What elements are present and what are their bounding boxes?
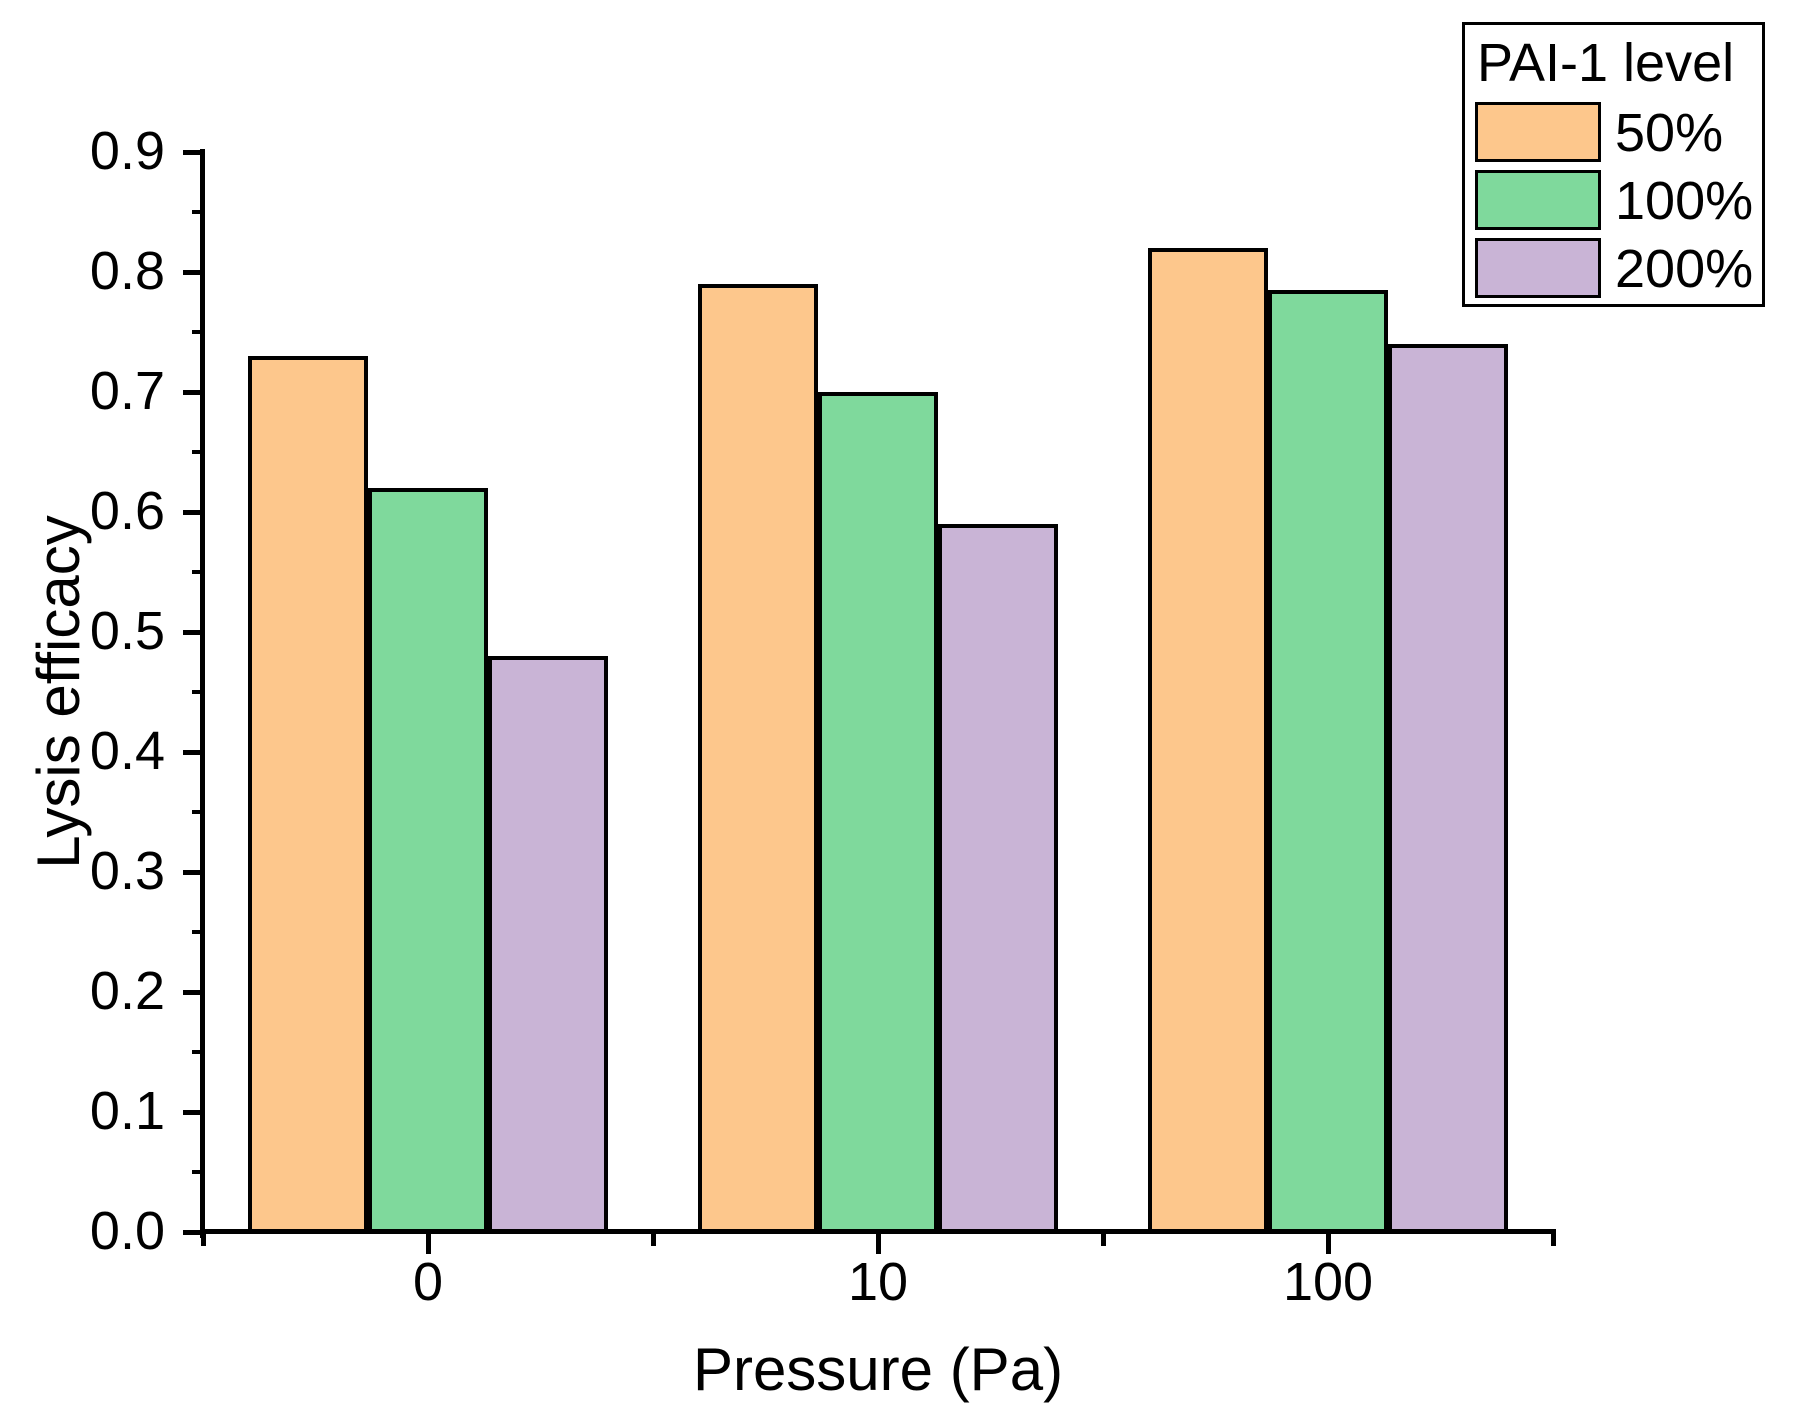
legend-swatch-100% [1475,170,1601,230]
y-major-tick [183,1110,203,1115]
legend-swatch-50% [1475,102,1601,162]
y-tick-label: 0.2 [89,961,165,1021]
x-axis-line [200,1229,1556,1234]
y-tick-label: 0.5 [89,601,165,661]
y-tick-label: 0.4 [89,721,165,781]
legend: PAI-1 level 50% 100% 200% [1462,22,1765,307]
bar-100%-pressure-10 [818,392,938,1234]
y-tick-label: 0.8 [89,241,165,301]
y-major-tick [183,990,203,995]
y-minor-tick [192,570,203,574]
y-minor-tick [192,1170,203,1174]
y-major-tick [183,270,203,275]
y-minor-tick [192,810,203,814]
y-tick-label: 0.3 [89,841,165,901]
y-major-tick [183,630,203,635]
y-axis-line [200,149,205,1238]
y-major-tick [183,750,203,755]
bar-200%-pressure-10 [938,524,1058,1234]
bar-100%-pressure-100 [1268,290,1388,1234]
y-tick-label: 0.7 [89,361,165,421]
bar-50%-pressure-10 [698,284,818,1234]
x-major-tick [426,1234,431,1254]
y-minor-tick [192,690,203,694]
legend-swatch-200% [1475,238,1601,298]
x-major-tick [1326,1234,1331,1254]
y-major-tick [183,1230,203,1235]
x-boundary-tick [201,1234,206,1246]
bar-200%-pressure-100 [1388,344,1508,1234]
y-minor-tick [192,210,203,214]
bar-200%-pressure-0 [488,656,608,1234]
y-tick-label: 0.6 [89,481,165,541]
x-boundary-tick [651,1234,656,1246]
legend-title: PAI-1 level [1477,33,1735,93]
y-axis-title: Lysis efficacy [25,515,92,869]
y-minor-tick [192,330,203,334]
y-major-tick [183,870,203,875]
x-tick-label: 100 [1282,1252,1374,1312]
x-tick-label: 10 [847,1252,909,1312]
y-minor-tick [192,1050,203,1054]
y-major-tick [183,390,203,395]
x-boundary-tick [1551,1234,1556,1246]
y-major-tick [183,150,203,155]
y-tick-label: 0.9 [89,121,165,181]
y-minor-tick [192,930,203,934]
bar-50%-pressure-0 [248,356,368,1234]
y-minor-tick [192,450,203,454]
legend-label: 200% [1615,239,1754,299]
y-tick-label: 0.1 [89,1081,165,1141]
x-axis-title: Pressure (Pa) [692,1336,1064,1403]
bar-100%-pressure-0 [368,488,488,1234]
x-major-tick [876,1234,881,1254]
x-boundary-tick [1101,1234,1106,1246]
x-tick-label: 0 [412,1252,444,1312]
y-major-tick [183,510,203,515]
legend-label: 100% [1615,171,1754,231]
legend-label: 50% [1615,103,1724,163]
y-tick-label: 0.0 [89,1201,165,1261]
bar-50%-pressure-100 [1148,248,1268,1234]
